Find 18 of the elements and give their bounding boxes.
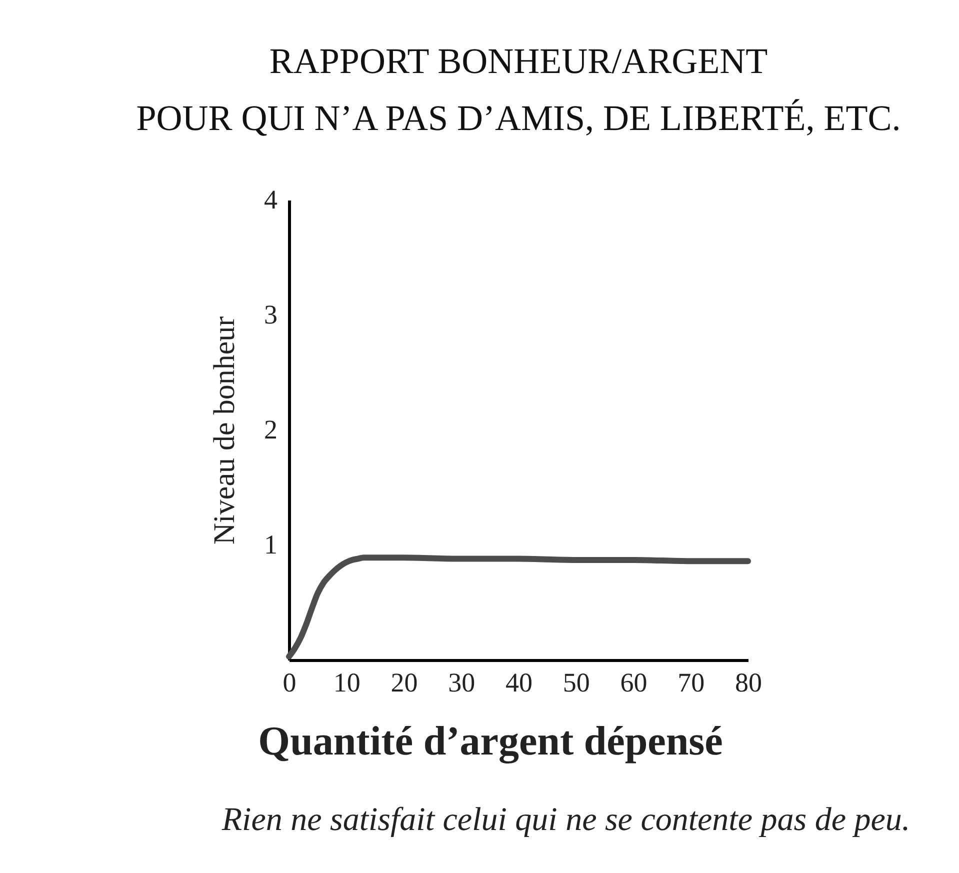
y-tick-label: 4 (264, 184, 278, 214)
chart-subtitle: POUR QUI N’A PAS D’AMIS, DE LIBERTÉ, ETC. (136, 98, 901, 138)
x-tick-label: 0 (282, 668, 296, 698)
y-tick-label: 1 (264, 530, 278, 560)
x-tick-label: 70 (678, 668, 705, 698)
y-tick-label: 2 (264, 414, 278, 444)
y-tick-label: 3 (264, 300, 278, 330)
x-tick-label: 30 (448, 668, 476, 698)
x-tick-label: 20 (390, 668, 418, 698)
x-tick-label: 40 (506, 668, 532, 698)
x-tick-label: 10 (333, 668, 360, 698)
x-tick-label: 80 (735, 668, 762, 698)
x-tick-label: 60 (620, 668, 648, 698)
x-tick-label: 50 (562, 668, 590, 698)
x-axis-title: Quantité d’argent dépensé (258, 718, 723, 764)
y-axis-title: Niveau de bonheur (208, 316, 241, 545)
chart-title: RAPPORT BONHEUR/ARGENT (269, 41, 768, 81)
text: Rien ne satisfait celui qui ne se contente pas de peu. (220, 802, 910, 838)
